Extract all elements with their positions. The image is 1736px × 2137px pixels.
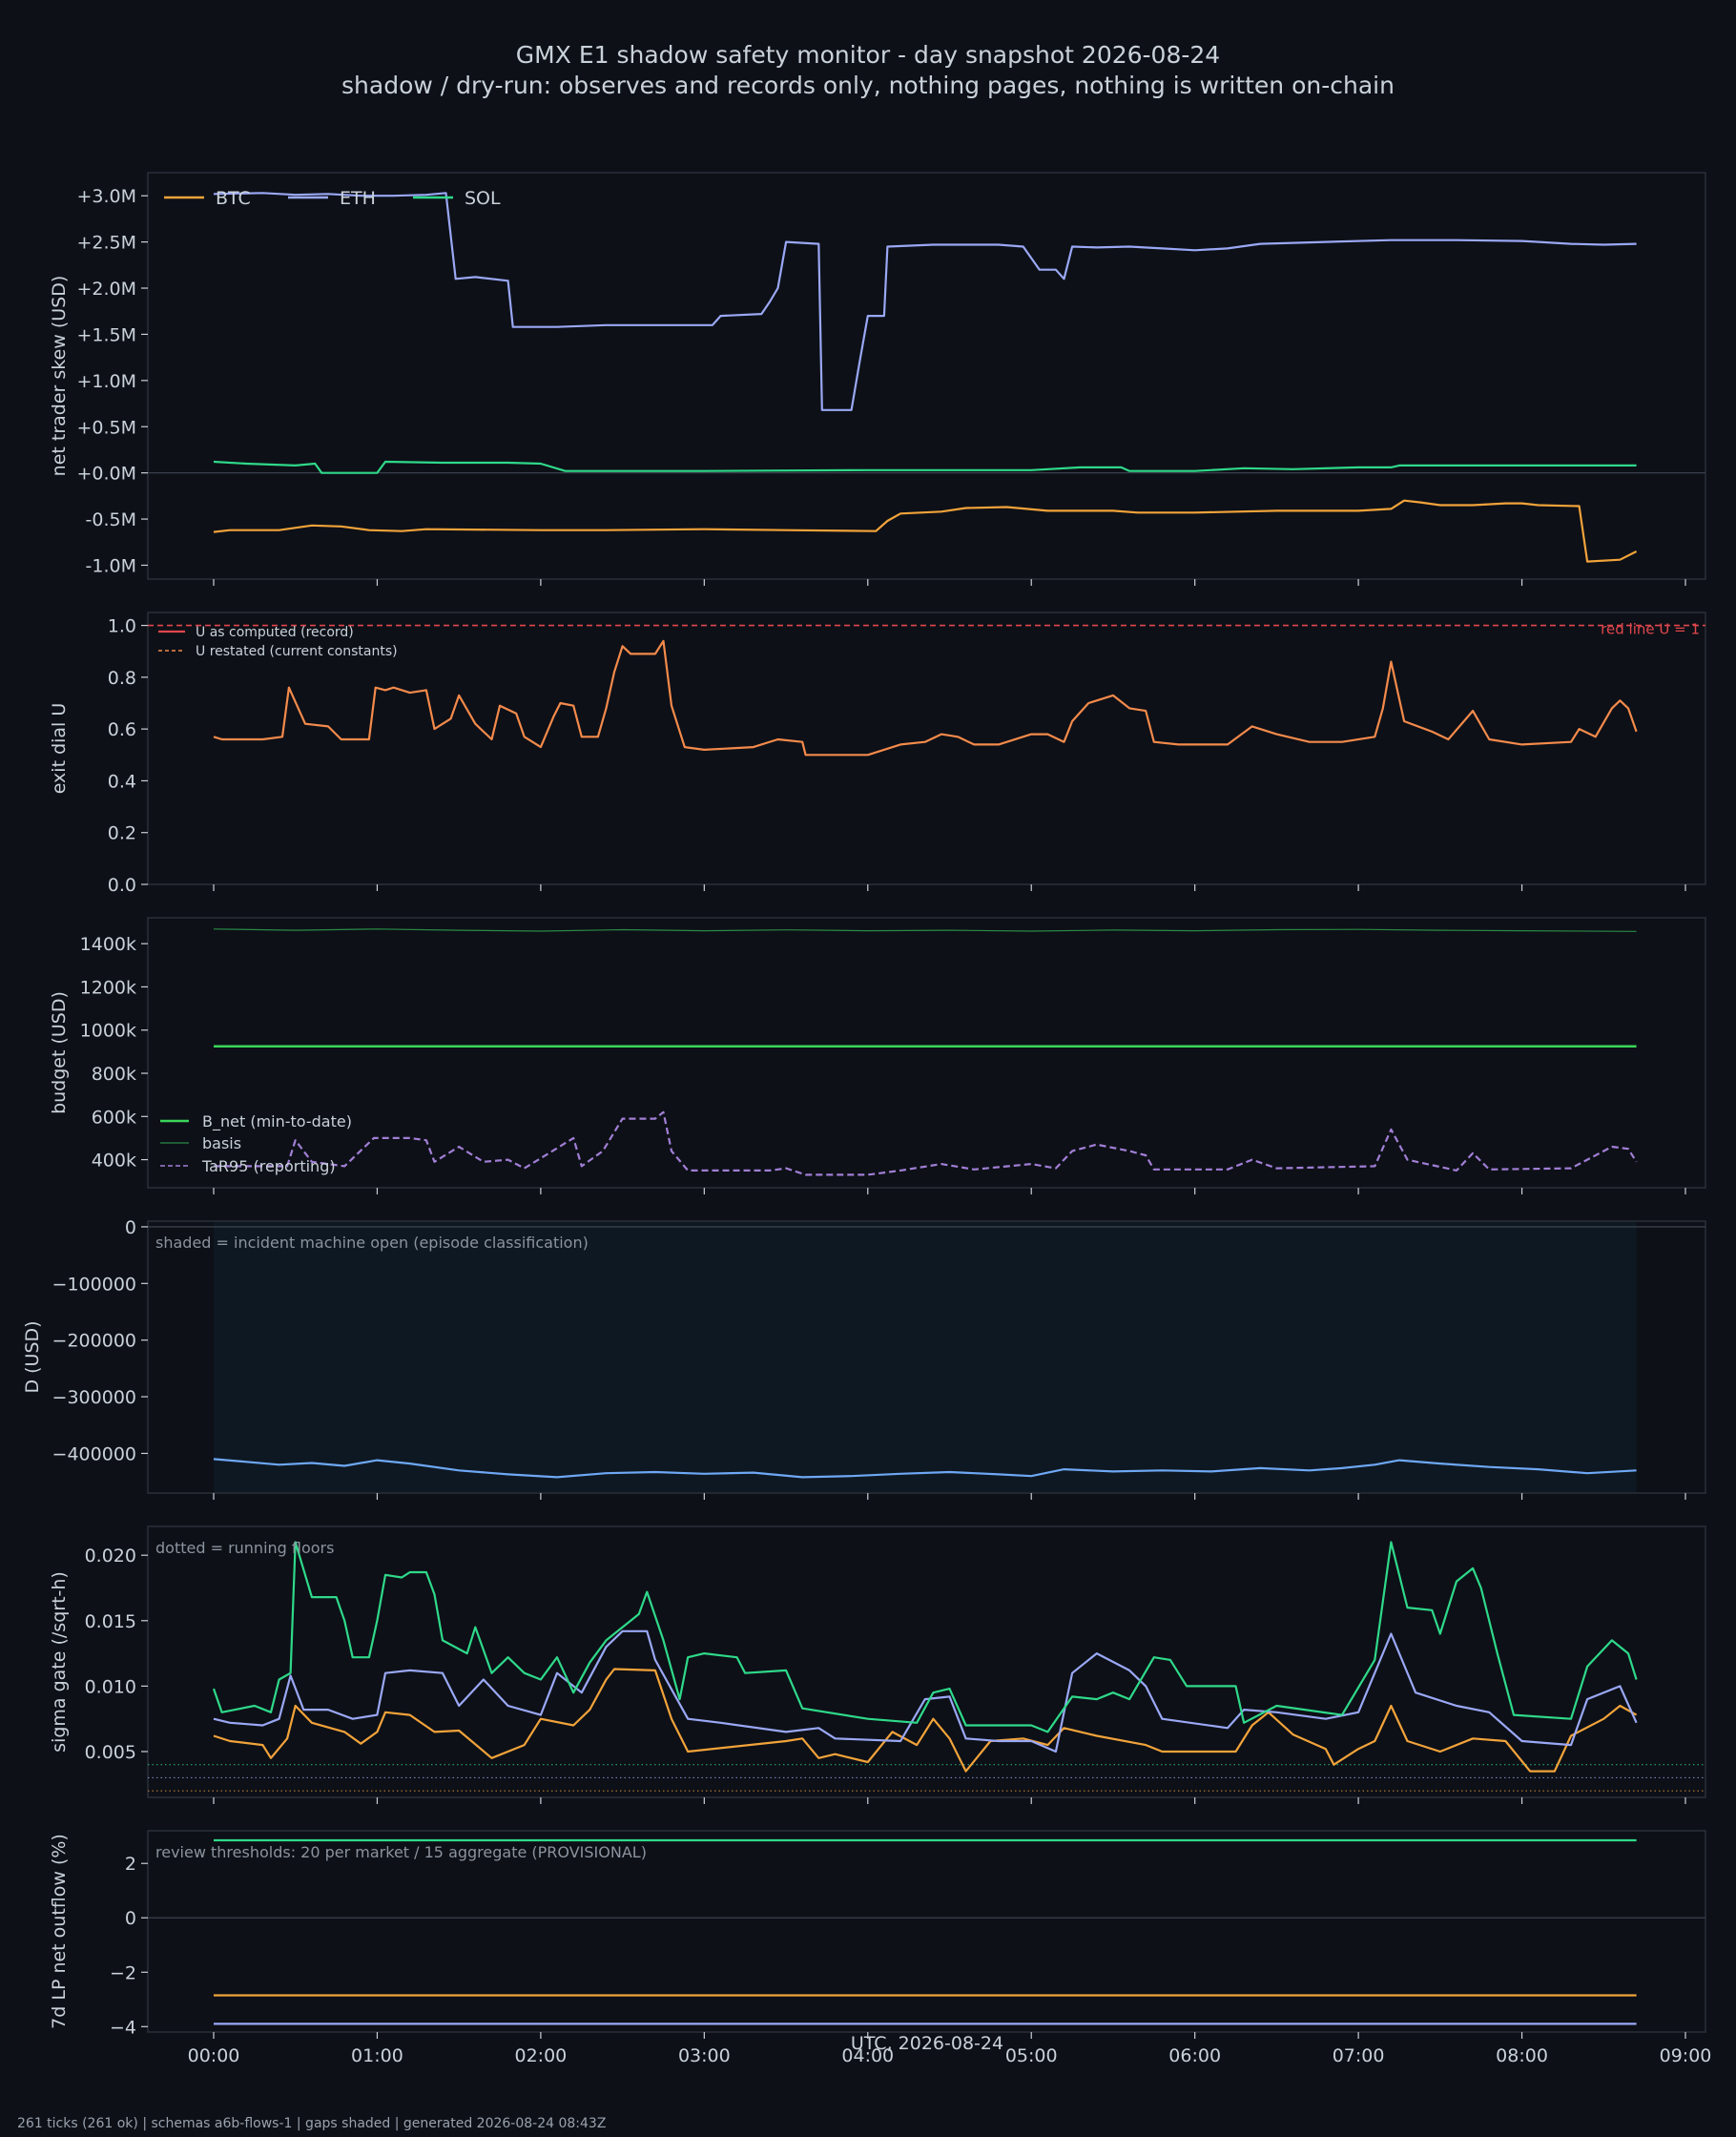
- figure-title: GMX E1 shadow safety monitor - day snaps…: [516, 41, 1220, 69]
- x-tick-label: 06:00: [1168, 2045, 1221, 2066]
- y-tick-label: 0.020: [85, 1546, 136, 1566]
- x-tick-label: 04:00: [841, 2045, 894, 2066]
- x-tick-label: 09:00: [1660, 2045, 1712, 2066]
- series-sol-line: [212, 1541, 1638, 1733]
- y-tick-label: 0.2: [108, 823, 136, 844]
- series-basis-line: [213, 928, 1637, 932]
- y-tick-label: +1.5M: [76, 324, 136, 345]
- x-tick-label: 01:00: [351, 2045, 403, 2066]
- panel-annotation: dotted = running floors: [155, 1539, 334, 1557]
- legend-label-eth: ETH: [340, 188, 376, 209]
- plot-frame: [147, 172, 1706, 580]
- legend-label-bnet: B_net (min-to-date): [202, 1112, 352, 1131]
- y-tick-label: 600k: [92, 1107, 136, 1128]
- y-tick-label: −400000: [52, 1443, 136, 1464]
- y-tick-label: 0.005: [85, 1742, 136, 1763]
- y-tick-label: −2: [110, 1962, 136, 1983]
- y-tick-label: 1000k: [80, 1021, 136, 1042]
- plot-frame: [147, 1830, 1706, 2033]
- series-d-line: [213, 1458, 1637, 1479]
- y-axis-label: 7d LP net outflow (%): [49, 1834, 70, 2029]
- x-tick-label: 07:00: [1333, 2045, 1385, 2066]
- y-tick-label: 400k: [92, 1151, 136, 1172]
- series-tar95-reporting--line: [214, 1110, 1638, 1176]
- y-tick-label: +2.5M: [76, 233, 136, 254]
- plot-frame: [147, 1525, 1706, 1798]
- y-tick-label: +0.5M: [76, 417, 136, 438]
- x-tick-label: 08:00: [1496, 2045, 1548, 2066]
- y-tick-label: 0.010: [85, 1676, 136, 1697]
- y-tick-label: -0.5M: [86, 509, 136, 530]
- legend-label-sol: SOL: [465, 188, 501, 209]
- y-axis-label: exit dial U: [49, 703, 70, 795]
- y-tick-label: 800k: [92, 1064, 136, 1085]
- x-tick-label: 05:00: [1005, 2045, 1058, 2066]
- y-tick-label: +0.0M: [76, 464, 136, 485]
- y-tick-label: +3.0M: [76, 186, 136, 207]
- y-tick-label: 1200k: [80, 977, 136, 998]
- y-tick-label: 0: [125, 1217, 136, 1238]
- panel-budget: 400k 600k 800k 1000k 1200k 1400k budget (USD) B…: [49, 917, 1706, 1194]
- panel-annotation: shaded = incident machine open (episode …: [155, 1234, 589, 1252]
- y-tick-label: 0.6: [108, 719, 136, 740]
- legend-label-tar: TaR95 (reporting): [201, 1157, 336, 1175]
- panel-sigma: 0.005 0.010 0.015 0.020 sigma gate (/sqrt-h)…: [49, 1525, 1706, 1804]
- series-eth-line: [213, 1629, 1638, 1753]
- y-tick-label: −300000: [52, 1387, 136, 1408]
- incident-shaded-region: [214, 1222, 1637, 1492]
- y-tick-label: 0.4: [108, 771, 136, 792]
- y-tick-label: -1.0M: [86, 555, 136, 576]
- red-line-label: red line U = 1: [1601, 621, 1700, 638]
- x-tick-label: 00:00: [188, 2045, 240, 2066]
- y-axis-label: D (USD): [22, 1320, 43, 1393]
- y-tick-label: 2: [125, 1854, 136, 1875]
- y-tick-label: +2.0M: [76, 279, 136, 300]
- series-sol-line: [213, 460, 1637, 474]
- panel-drawdown: −400000 −300000 −200000 −100000 0 D (USD) shad…: [22, 1217, 1706, 1500]
- x-tick-label: 02:00: [515, 2045, 568, 2066]
- y-tick-label: 0.015: [85, 1611, 136, 1632]
- legend-label-btc: BTC: [216, 188, 251, 209]
- series-u-restated-current-constants--line: [213, 639, 1638, 757]
- panel-skew: -1.0M -0.5M +0.0M +0.5M +1.0M +1.5M +2.0M +2.5M…: [49, 172, 1706, 586]
- legend-label-u-record: U as computed (record): [196, 625, 354, 640]
- y-tick-label: 0: [125, 1908, 136, 1929]
- y-tick-label: 0.0: [108, 875, 136, 896]
- legend-label-basis: basis: [202, 1134, 241, 1152]
- y-tick-label: 1.0: [108, 616, 136, 637]
- series-btc-line: [213, 499, 1638, 563]
- y-axis-label: budget (USD): [49, 991, 70, 1114]
- y-axis-label: net trader skew (USD): [49, 276, 70, 477]
- legend-label-u-restated: U restated (current constants): [196, 644, 398, 659]
- y-tick-label: 0.8: [108, 668, 136, 689]
- y-axis-label: sigma gate (/sqrt-h): [49, 1571, 70, 1753]
- plot-frame: [147, 612, 1706, 885]
- y-tick-label: −100000: [52, 1274, 136, 1295]
- y-tick-label: 1400k: [80, 934, 136, 955]
- panel-lpoutflow: −4 −2 0 2 00:00 01:00 02:00 03:00 04:00 05:00 06:0…: [49, 1830, 1712, 2066]
- panels: -1.0M -0.5M +0.0M +0.5M +1.0M +1.5M +2.0M +2.5M…: [22, 172, 1712, 2066]
- plot-frame: [147, 917, 1706, 1189]
- y-tick-label: −200000: [52, 1331, 136, 1352]
- panel-annotation: review thresholds: 20 per market / 15 ag…: [155, 1843, 647, 1861]
- series-eth-line: [213, 192, 1637, 411]
- y-tick-label: −4: [110, 2017, 136, 2038]
- x-tick-label: 03:00: [678, 2045, 731, 2066]
- panel-exitdial: 0.0 0.2 0.4 0.6 0.8 1.0 exit dial U red line U …: [49, 612, 1706, 896]
- series-btc-line: [213, 1668, 1638, 1773]
- x-axis-label: UTC, 2026-08-24: [851, 2033, 1003, 2054]
- figure-subtitle: shadow / dry-run: observes and records o…: [341, 72, 1395, 99]
- y-tick-label: +1.0M: [76, 371, 136, 392]
- footer-status: 261 ticks (261 ok) | schemas a6b-flows-1…: [17, 2116, 606, 2131]
